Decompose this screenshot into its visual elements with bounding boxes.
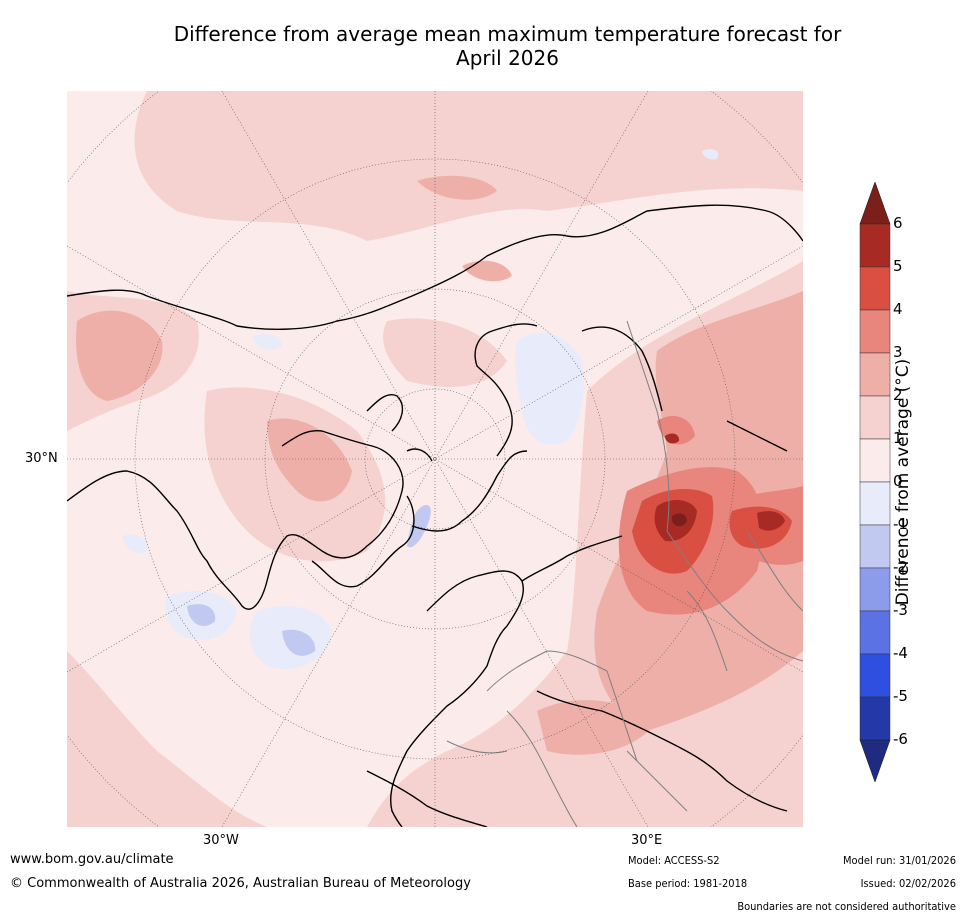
colorbar-tick-label: 2	[893, 386, 903, 404]
colorbar-tick-label: -2	[893, 558, 908, 576]
colorbar	[859, 182, 891, 782]
colorbar-title: Difference from average (°C)	[893, 358, 913, 606]
colorbar-tick-label: -6	[893, 730, 908, 748]
colorbar-band	[859, 610, 891, 655]
map-title: Difference from average mean maximum tem…	[60, 22, 955, 70]
footer-model: Model: ACCESS-S2	[628, 854, 720, 867]
footer-model-run: Model run: 31/01/2026	[843, 854, 956, 867]
colorbar-tick-label: 6	[893, 214, 903, 232]
footer-base-period: Base period: 1981-2018	[628, 877, 748, 890]
coastlines	[67, 204, 803, 827]
lon-label-30w: 30°W	[203, 833, 239, 848]
map-title-line1: Difference from average mean maximum tem…	[173, 22, 842, 46]
colorbar-band	[859, 223, 891, 268]
colorbar-band	[859, 653, 891, 698]
colorbar-band	[859, 309, 891, 354]
colorbar-tick-label: -1	[893, 515, 908, 533]
colorbar-tick-label: -4	[893, 644, 908, 662]
footer-issued: Issued: 02/02/2026	[860, 877, 956, 890]
colorbar-band	[859, 524, 891, 569]
colorbar-extend-low	[859, 739, 891, 782]
map-canvas	[67, 91, 803, 827]
colorbar-tick-label: 4	[893, 300, 903, 318]
footer-copyright: © Commonwealth of Australia 2026, Austra…	[10, 876, 471, 891]
forecast-map	[67, 91, 803, 827]
colorbar-band	[859, 567, 891, 612]
footer-website: www.bom.gov.au/climate	[10, 852, 174, 867]
lon-label-30e: 30°E	[631, 833, 663, 848]
colorbar-band	[859, 481, 891, 526]
colorbar-band	[859, 395, 891, 440]
footer-disclaimer: Boundaries are not considered authoritat…	[737, 900, 956, 913]
colorbar-tick-label: 3	[893, 343, 903, 361]
graticule	[67, 91, 803, 827]
map-title-line2: April 2026	[456, 46, 559, 70]
colorbar-band	[859, 266, 891, 311]
colorbar-tick-label: 0	[893, 472, 903, 490]
colorbar-tick-label: -5	[893, 687, 908, 705]
anomaly-minus1-minus2-regions	[187, 505, 431, 656]
colorbar-band	[859, 696, 891, 741]
anomaly-negative-regions	[122, 148, 719, 670]
colorbar-band	[859, 438, 891, 483]
anomaly-above-6-region	[672, 513, 687, 527]
colorbar-tick-label: -3	[893, 601, 908, 619]
colorbar-extend-high	[859, 182, 891, 225]
colorbar-tick-label: 5	[893, 257, 903, 275]
lat-label-30n: 30°N	[25, 451, 58, 466]
colorbar-band	[859, 352, 891, 397]
colorbar-tick-label: 1	[893, 429, 903, 447]
country-borders	[446, 320, 803, 827]
